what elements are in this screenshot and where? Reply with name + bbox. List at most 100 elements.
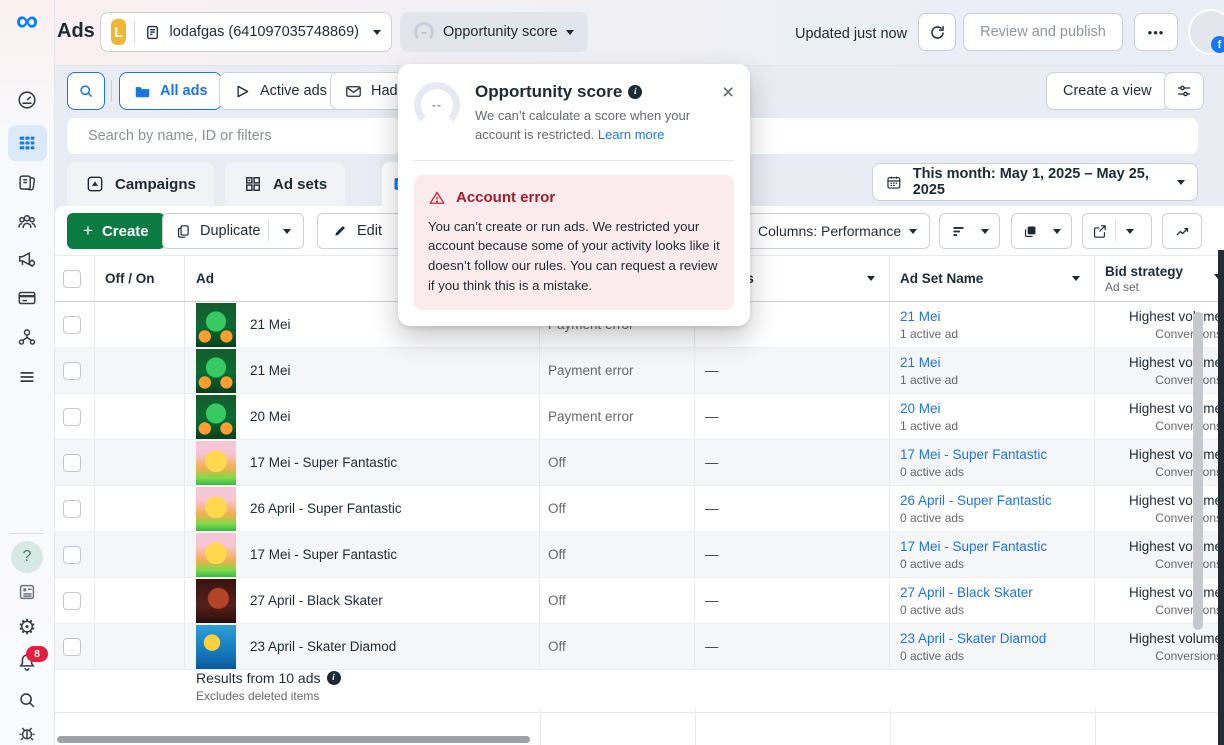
- ad-name[interactable]: 17 Mei - Super Fantastic: [250, 547, 398, 562]
- row-checkbox[interactable]: [63, 453, 81, 472]
- row-checkbox[interactable]: [63, 499, 81, 518]
- billing-card-icon[interactable]: [16, 287, 38, 309]
- ad-set-link[interactable]: 26 April - Super Fantastic: [900, 492, 1052, 508]
- chevron-down-icon[interactable]: [1126, 228, 1134, 234]
- filter-all-ads[interactable]: All ads: [119, 72, 222, 110]
- info-icon[interactable]: i: [628, 85, 643, 99]
- export-button-group[interactable]: [1082, 213, 1152, 249]
- columns-dropdown[interactable]: Columns: Performance: [745, 213, 930, 249]
- ad-set-link[interactable]: 27 April - Black Skater: [900, 584, 1033, 600]
- breakdown-dropdown[interactable]: [939, 213, 1000, 249]
- settings-gear-icon[interactable]: ⚙: [17, 616, 37, 639]
- ad-set-link[interactable]: 21 Mei: [900, 308, 941, 324]
- avatar[interactable]: [1188, 9, 1224, 55]
- view-settings-button[interactable]: [1164, 72, 1204, 110]
- create-a-view-button[interactable]: Create a view: [1046, 72, 1169, 110]
- row-checkbox[interactable]: [63, 591, 81, 610]
- trend-chart-icon: [1175, 227, 1188, 235]
- ads-manager-table-icon[interactable]: [16, 132, 38, 154]
- column-header-off-on[interactable]: Off / On: [95, 256, 185, 301]
- bid-strategy-value: Highest volume: [1128, 400, 1222, 416]
- close-icon[interactable]: ×: [722, 81, 735, 104]
- row-checkbox[interactable]: [63, 361, 81, 380]
- reports-icon[interactable]: [16, 581, 38, 603]
- ad-thumbnail: [196, 394, 236, 439]
- column-header-bid-strategy[interactable]: Bid strategy Ad set: [1095, 256, 1224, 301]
- help-button[interactable]: ?: [11, 541, 43, 573]
- row-checkbox[interactable]: [63, 637, 81, 656]
- table-row[interactable]: 26 April - Super Fantastic Off — 26 Apri…: [55, 486, 1224, 532]
- ad-set-link[interactable]: 17 Mei - Super Fantastic: [900, 446, 1048, 462]
- opportunity-score-dropdown[interactable]: -- Opportunity score: [400, 12, 589, 52]
- promotions-megaphone-icon[interactable]: [16, 248, 38, 270]
- meta-logo-icon[interactable]: ∞: [15, 3, 39, 38]
- ad-set-link[interactable]: 20 Mei: [900, 400, 941, 416]
- row-checkbox[interactable]: [63, 315, 81, 334]
- tab-campaigns[interactable]: Campaigns: [67, 162, 214, 206]
- create-label: Create: [101, 222, 149, 240]
- overview-gauge-icon[interactable]: [16, 89, 38, 111]
- delivery-status: Off: [548, 639, 566, 654]
- chevron-down-icon: [1177, 179, 1185, 185]
- table-row[interactable]: 27 April - Black Skater Off — 27 April -…: [55, 578, 1224, 624]
- column-divider: [1095, 709, 1096, 745]
- charts-button[interactable]: [1162, 213, 1202, 249]
- bid-strategy-value: Highest volume: [1128, 492, 1222, 508]
- row-checkbox[interactable]: [63, 545, 81, 564]
- row-toggle-cell: [95, 394, 185, 439]
- gauge-icon: --: [414, 22, 434, 42]
- ad-set-link[interactable]: 23 April - Skater Diamod: [900, 630, 1047, 646]
- filter-active-ads[interactable]: Active ads: [219, 72, 341, 110]
- chevron-down-icon: [909, 228, 917, 234]
- table-row[interactable]: 17 Mei - Super Fantastic Off — 17 Mei - …: [55, 440, 1224, 486]
- search-nav-icon[interactable]: [16, 689, 38, 711]
- chevron-down-icon[interactable]: [1072, 276, 1080, 281]
- divider: [111, 80, 112, 102]
- chevron-down-icon[interactable]: [283, 228, 292, 234]
- reports-dropdown[interactable]: [1011, 213, 1072, 249]
- ad-name[interactable]: 27 April - Black Skater: [250, 593, 383, 608]
- results-value: —: [705, 409, 719, 424]
- results-value: —: [705, 455, 719, 470]
- audiences-icon[interactable]: [16, 211, 38, 233]
- edit-button[interactable]: Edit: [317, 213, 413, 249]
- select-all-checkbox[interactable]: [63, 269, 81, 288]
- table-row[interactable]: 21 Mei Payment error — 21 Mei 1 active a…: [55, 348, 1224, 394]
- bug-report-icon[interactable]: [16, 722, 38, 744]
- business-assets-icon[interactable]: [16, 326, 38, 348]
- table-row[interactable]: 20 Mei Payment error — 20 Mei 1 active a…: [55, 394, 1224, 440]
- date-range-picker[interactable]: This month: May 1, 2025 – May 25, 2025: [872, 163, 1198, 201]
- ad-name[interactable]: 26 April - Super Fantastic: [250, 501, 402, 516]
- review-and-publish-button[interactable]: Review and publish: [963, 13, 1123, 51]
- table-row[interactable]: 23 April - Skater Diamod Off — 23 April …: [55, 624, 1224, 670]
- ad-name[interactable]: 20 Mei: [250, 409, 291, 424]
- row-checkbox[interactable]: [63, 407, 81, 426]
- ad-set-active-count: 0 active ads: [900, 464, 965, 479]
- chevron-down-icon: [1053, 228, 1061, 234]
- opportunity-score-label: Opportunity score: [443, 24, 558, 40]
- ad-name[interactable]: 21 Mei: [250, 363, 291, 378]
- duplicate-button-group[interactable]: Duplicate: [162, 213, 305, 249]
- info-icon[interactable]: i: [326, 670, 341, 685]
- ad-set-link[interactable]: 17 Mei - Super Fantastic: [900, 538, 1048, 554]
- account-selector[interactable]: L lodafgas (641097035748869): [100, 12, 392, 52]
- all-tools-menu-icon[interactable]: [16, 366, 38, 388]
- table-row[interactable]: 17 Mei - Super Fantastic Off — 17 Mei - …: [55, 532, 1224, 578]
- refresh-button[interactable]: [918, 13, 956, 51]
- create-button[interactable]: + Create: [67, 213, 165, 249]
- search-filter-button[interactable]: [67, 72, 105, 110]
- pages-icon[interactable]: [16, 172, 38, 194]
- more-options-button[interactable]: •••: [1134, 13, 1178, 51]
- column-header-ad-set-name[interactable]: Ad Set Name: [890, 256, 1095, 301]
- chevron-down-icon[interactable]: [867, 276, 875, 281]
- ad-name[interactable]: 21 Mei: [250, 317, 291, 332]
- learn-more-link[interactable]: Learn more: [597, 126, 665, 142]
- ad-name[interactable]: 17 Mei - Super Fantastic: [250, 455, 398, 470]
- plus-icon: +: [83, 221, 93, 240]
- horizontal-scrollbar[interactable]: [57, 736, 530, 743]
- ad-set-link[interactable]: 21 Mei: [900, 354, 941, 370]
- ad-name[interactable]: 23 April - Skater Diamod: [250, 639, 397, 654]
- vertical-scrollbar[interactable]: [1193, 312, 1203, 630]
- tab-ad-sets[interactable]: Ad sets: [225, 162, 346, 206]
